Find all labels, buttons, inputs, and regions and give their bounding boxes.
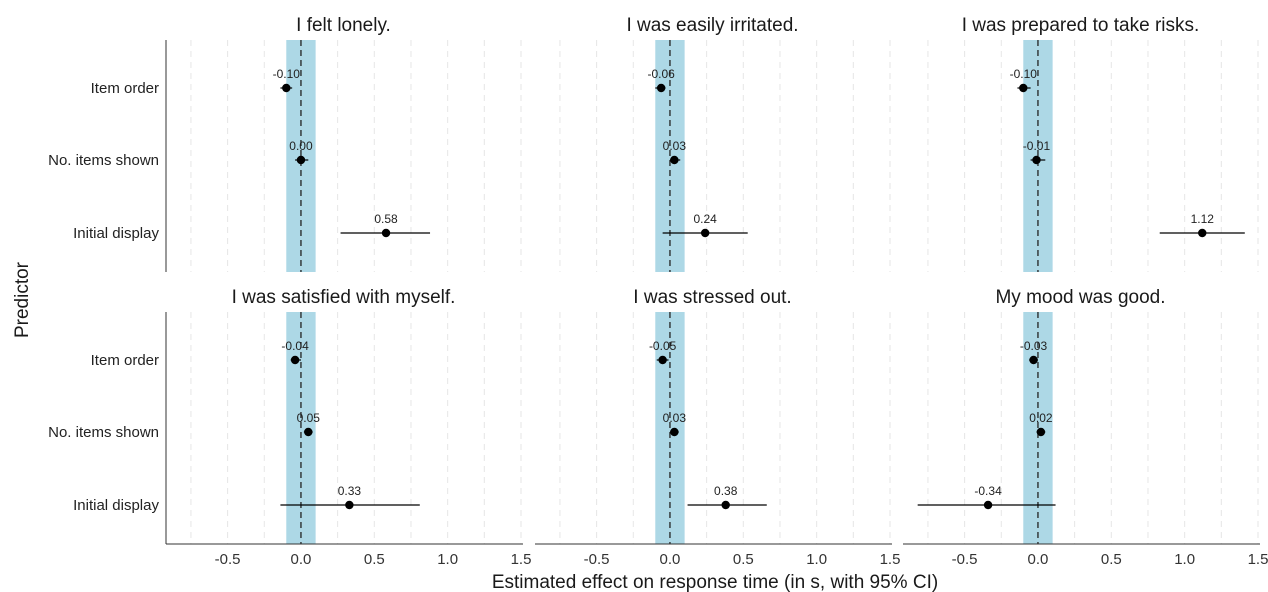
estimate-point (656, 83, 666, 93)
estimate-point (345, 500, 354, 510)
category-label: No. items shown (48, 424, 159, 441)
estimate-point (381, 228, 391, 238)
x-tick-label: 1.5 (880, 551, 901, 568)
estimate-label: 0.03 (663, 139, 687, 153)
x-tick-label: 0.5 (733, 551, 754, 568)
x-tick-label: -0.5 (952, 551, 978, 568)
x-tick-label: 0.5 (364, 551, 385, 568)
x-axis-title: Estimated effect on response time (in s,… (492, 572, 938, 592)
estimate-point (670, 427, 679, 437)
plot-area: Item order No. items shown Initial display… (48, 15, 1268, 568)
estimate-label: 0.00 (289, 139, 313, 153)
estimate-label: 0.58 (374, 212, 398, 226)
category-label: Item order (91, 80, 159, 97)
category-label: Item order (91, 352, 159, 369)
estimate-label: 0.03 (663, 411, 687, 425)
panel-title: I was satisfied with myself. (232, 287, 456, 308)
estimate-label: 0.24 (693, 212, 717, 226)
estimate-label: -0.04 (281, 339, 309, 353)
panel-6: -0.5 0.0 0.5 1.0 1.5 My mood was good. -0.03 0.… (903, 287, 1268, 568)
panel-1: Item order No. items shown Initial display… (48, 15, 522, 272)
estimate-label: -0.34 (974, 484, 1002, 498)
estimate-label: -0.05 (649, 339, 677, 353)
category-label: No. items shown (48, 152, 159, 169)
estimate-point (304, 427, 313, 437)
panel-4: Item order No. items shown Initial display… (48, 287, 531, 568)
estimate-label: 0.05 (297, 411, 321, 425)
estimate-label: -0.03 (1020, 339, 1048, 353)
estimate-point (296, 155, 306, 165)
estimate-label: -0.10 (1010, 67, 1038, 81)
x-tick-label: 1.0 (1174, 551, 1195, 568)
panel-title: I felt lonely. (296, 15, 391, 36)
estimate-point (1036, 427, 1046, 437)
estimate-point (721, 500, 730, 510)
estimate-label: 0.33 (338, 484, 362, 498)
panel-title: My mood was good. (995, 287, 1165, 308)
estimate-label: -0.06 (647, 67, 675, 81)
x-tick-label: 0.0 (1028, 551, 1049, 568)
x-tick-label: -0.5 (584, 551, 610, 568)
category-label: Initial display (73, 225, 159, 242)
category-label: Initial display (73, 497, 159, 514)
estimate-label: 0.02 (1029, 411, 1053, 425)
estimate-point (670, 155, 679, 165)
x-tick-label: 1.0 (437, 551, 458, 568)
panel-3: I was prepared to take risks. -0.10 -0.01 1… (927, 15, 1259, 272)
panel-title: I was prepared to take risks. (962, 15, 1200, 36)
x-tick-label: 1.0 (806, 551, 827, 568)
panel-title: I was stressed out. (633, 287, 791, 308)
estimate-point (290, 355, 300, 365)
estimate-point (983, 500, 993, 510)
panel-2: I was easily irritated. -0.06 0.03 0.24 (559, 15, 891, 272)
x-tick-label: 1.5 (1248, 551, 1268, 568)
panel-title: I was easily irritated. (626, 15, 798, 36)
estimate-point (658, 355, 667, 365)
estimate-label: 0.38 (714, 484, 738, 498)
x-tick-label: 0.5 (1101, 551, 1122, 568)
x-tick-label: 0.0 (291, 551, 312, 568)
estimate-point (1029, 355, 1038, 365)
estimate-point (1032, 155, 1041, 165)
x-tick-label: 0.0 (660, 551, 681, 568)
estimate-point (1198, 228, 1207, 238)
x-tick-label: 1.5 (511, 551, 532, 568)
estimate-label: -0.10 (273, 67, 301, 81)
y-axis-title: Predictor (12, 261, 33, 338)
estimate-point (1019, 83, 1028, 93)
x-tick-label: -0.5 (215, 551, 241, 568)
estimate-label: 1.12 (1191, 212, 1215, 226)
estimate-point (700, 228, 710, 238)
estimate-label: -0.01 (1023, 139, 1051, 153)
estimate-point (282, 83, 291, 93)
panel-5: -0.5 0.0 0.5 1.0 1.5 I was stressed out. -0.05… (535, 287, 900, 568)
